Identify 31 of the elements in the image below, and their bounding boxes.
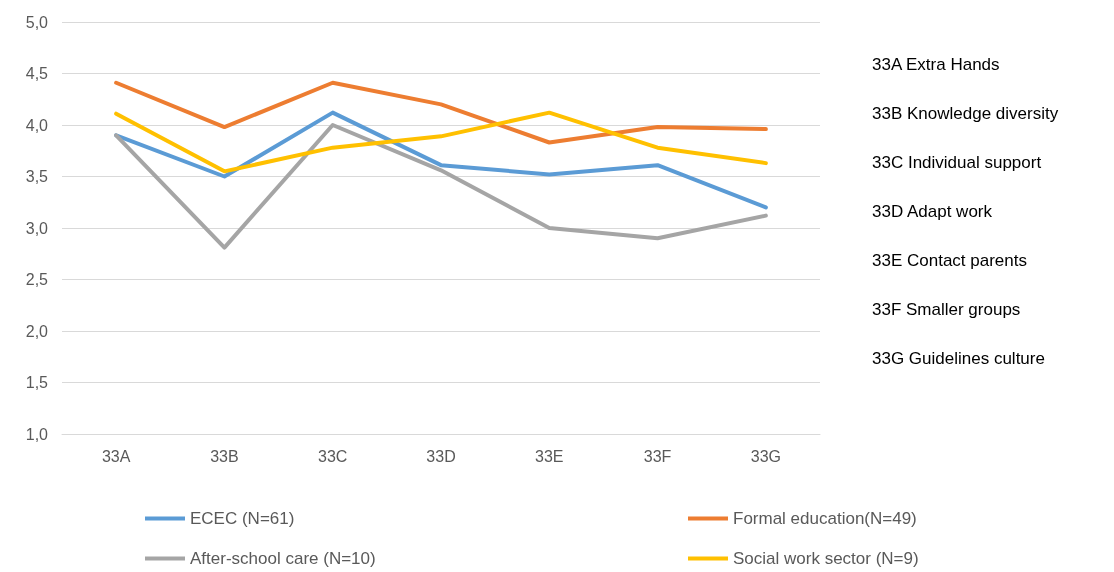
text: 33F Smaller groups xyxy=(872,300,1021,319)
y-tick-label: 4,5 xyxy=(25,65,49,82)
line-series xyxy=(114,80,768,145)
legend-label: Formal education(N=49) xyxy=(733,509,917,528)
y-tick-label: 2,5 xyxy=(25,271,49,288)
y-tick-label: 3,0 xyxy=(25,219,49,237)
text: 33B Knowledge diversity xyxy=(872,104,1059,123)
x-tick-label: 33C xyxy=(318,447,348,465)
line-series xyxy=(114,123,768,250)
x-tick-label: 33A xyxy=(101,447,131,465)
y-tick-label: 1,0 xyxy=(25,425,49,443)
text: 33C Individual support xyxy=(872,153,1042,172)
y-tick-label: 2,0 xyxy=(25,322,49,340)
legend-label: Social work sector (N=9) xyxy=(733,549,919,568)
line-series xyxy=(114,110,768,174)
y-tick-label: 4,0 xyxy=(25,116,49,134)
text: 33G Guidelines culture xyxy=(872,349,1045,368)
legend-label: After-school care (N=10) xyxy=(190,549,376,568)
x-tick-label: 33F xyxy=(643,447,672,465)
y-tick-label: 3,5 xyxy=(25,168,49,185)
y-tick-label: 5,0 xyxy=(25,13,49,31)
text: 33E Contact parents xyxy=(872,251,1027,270)
text: 33D Adapt work xyxy=(872,202,993,221)
line-series xyxy=(114,110,768,210)
text: 33A Extra Hands xyxy=(872,55,1000,74)
x-tick-label: 33E xyxy=(535,447,564,465)
legend-label: ECEC (N=61) xyxy=(190,509,295,528)
x-tick-label: 33G xyxy=(750,447,781,465)
y-tick-label: 1,5 xyxy=(25,374,49,391)
x-tick-label: 33B xyxy=(210,447,239,465)
x-tick-label: 33D xyxy=(426,447,456,465)
